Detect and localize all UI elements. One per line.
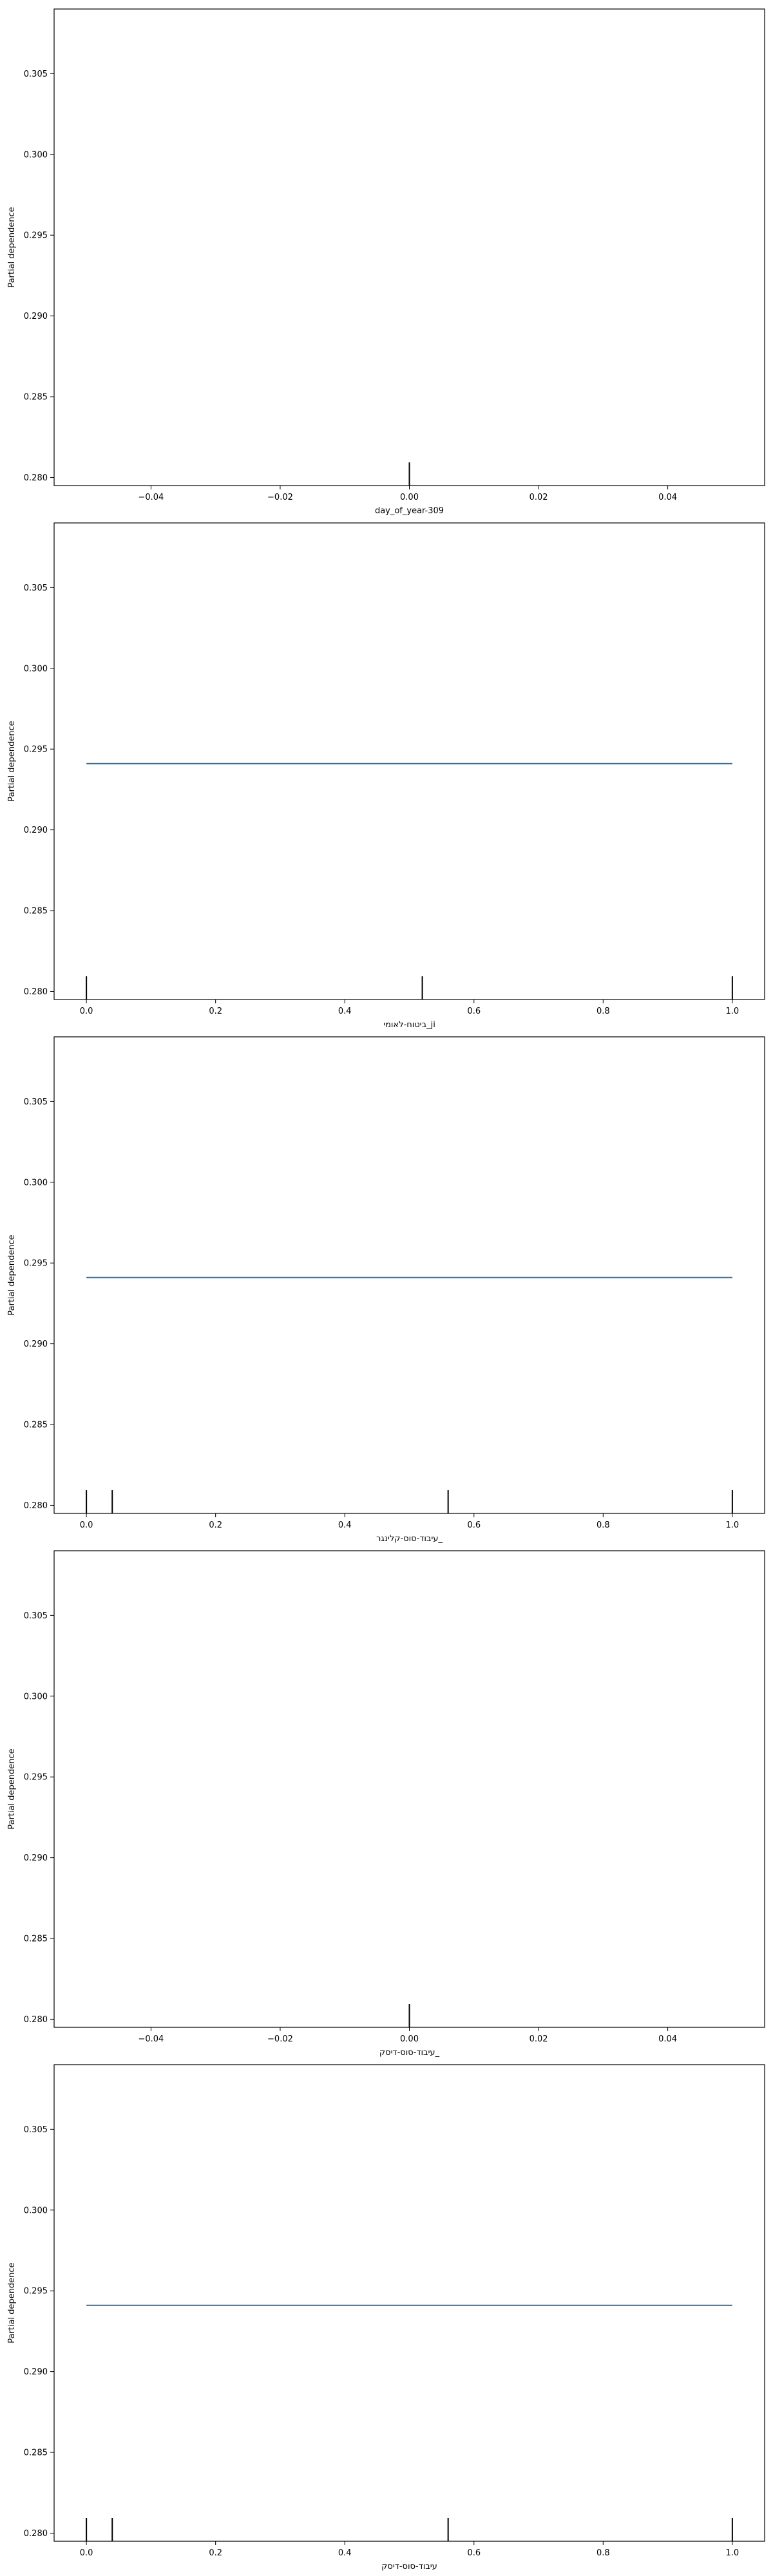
- y-tick-label: 0.280: [24, 2015, 48, 2025]
- x-tick-label: 0.6: [467, 2548, 481, 2558]
- x-tick-label: 0.8: [596, 1007, 610, 1016]
- x-axis-label: day_of_year-309: [375, 506, 444, 516]
- x-axis-label: עיבוד-סוס-קלינגר_: [376, 1534, 443, 1544]
- x-tick-label: 1.0: [726, 1520, 740, 1530]
- y-tick-label: 0.285: [24, 1421, 48, 1430]
- y-tick-label: 0.295: [24, 2287, 48, 2297]
- x-tick-label: 0.02: [530, 493, 548, 502]
- axes-frame: [53, 1036, 765, 1514]
- x-tick-label: 0.4: [338, 2548, 352, 2558]
- y-tick-label: 0.280: [24, 2529, 48, 2539]
- y-axis-label: Partial dependence: [7, 207, 17, 287]
- x-tick-label: 0.04: [658, 493, 677, 502]
- y-tick-label: 0.285: [24, 907, 48, 916]
- y-axis-label: Partial dependence: [7, 721, 17, 801]
- x-axis-label: עיבוד-סוס-דיסק: [381, 2562, 437, 2571]
- y-axis-label: Partial dependence: [7, 2262, 17, 2343]
- y-axis-label: Partial dependence: [7, 1235, 17, 1315]
- x-tick-label: 0.2: [209, 1007, 222, 1016]
- y-tick-label: 0.300: [24, 150, 48, 160]
- x-tick-label: −0.04: [138, 2034, 164, 2044]
- x-axis-label: עיבוד-סוס-דיסק_: [379, 2048, 440, 2058]
- y-tick-label: 0.290: [24, 312, 48, 321]
- y-tick-label: 0.290: [24, 1853, 48, 1863]
- x-tick-label: 0.8: [596, 2548, 610, 2558]
- x-tick-label: 0.00: [400, 493, 419, 502]
- y-tick-label: 0.280: [24, 473, 48, 483]
- y-tick-label: 0.305: [24, 583, 48, 593]
- y-tick-label: 0.280: [24, 987, 48, 997]
- y-tick-label: 0.300: [24, 1692, 48, 1701]
- x-tick-label: 1.0: [726, 1007, 740, 1016]
- pd-panel-3: 0.280 0.285 0.290 0.295 0.300 0.305 0.0 0.2 0.4 0…: [7, 1036, 765, 1544]
- y-tick-label: 0.305: [24, 70, 48, 79]
- x-tick-label: 0.04: [658, 2034, 677, 2044]
- x-tick-label: 0.0: [80, 1520, 93, 1530]
- x-axis-label: ביטוח-לאומי_ji: [383, 1020, 435, 1030]
- y-tick-label: 0.285: [24, 2448, 48, 2458]
- y-tick-label: 0.285: [24, 393, 48, 402]
- y-tick-label: 0.295: [24, 1773, 48, 1783]
- x-tick-label: 1.0: [726, 2548, 740, 2558]
- y-tick-label: 0.290: [24, 2367, 48, 2377]
- x-tick-label: 0.6: [467, 1007, 481, 1016]
- y-tick-label: 0.285: [24, 1935, 48, 1944]
- y-tick-label: 0.305: [24, 2125, 48, 2135]
- x-tick-label: −0.02: [267, 493, 293, 502]
- y-tick-label: 0.305: [24, 1611, 48, 1621]
- y-tick-label: 0.300: [24, 664, 48, 674]
- y-tick-label: 0.300: [24, 2206, 48, 2215]
- pd-panel-5: 0.280 0.285 0.290 0.295 0.300 0.305 0.0 0.2 0.4 0…: [7, 2064, 765, 2571]
- x-tick-label: 0.4: [338, 1007, 352, 1016]
- pd-panel-1: 0.280 0.285 0.290 0.295 0.300 0.305 −0.04 −0.02…: [7, 8, 765, 516]
- x-tick-label: 0.0: [80, 1007, 93, 1016]
- x-tick-label: 0.2: [209, 1520, 222, 1530]
- x-tick-label: 0.02: [530, 2034, 548, 2044]
- pd-panel-2: 0.280 0.285 0.290 0.295 0.300 0.305 0.0 0.2 0.4 0…: [7, 522, 765, 1030]
- y-tick-label: 0.295: [24, 745, 48, 755]
- x-tick-label: 0.0: [80, 2548, 93, 2558]
- y-tick-label: 0.300: [24, 1178, 48, 1188]
- x-tick-label: 0.6: [467, 1520, 481, 1530]
- pd-panel-4: 0.280 0.285 0.290 0.295 0.300 0.305 −0.04 −0.02…: [7, 1550, 765, 2058]
- x-tick-label: 0.4: [338, 1520, 352, 1530]
- y-axis-label: Partial dependence: [7, 1748, 17, 1829]
- y-tick-label: 0.295: [24, 231, 48, 241]
- axes-frame: [53, 522, 765, 1000]
- x-tick-label: 0.8: [596, 1520, 610, 1530]
- y-tick-label: 0.305: [24, 1097, 48, 1107]
- y-tick-label: 0.290: [24, 1340, 48, 1349]
- axes-frame: [53, 2064, 765, 2542]
- axes-frame: [53, 8, 765, 486]
- x-tick-label: −0.04: [138, 493, 164, 502]
- x-tick-label: −0.02: [267, 2034, 293, 2044]
- y-tick-label: 0.290: [24, 826, 48, 835]
- y-tick-label: 0.295: [24, 1259, 48, 1269]
- axes-frame: [53, 1550, 765, 2028]
- x-tick-label: 0.00: [400, 2034, 419, 2044]
- x-tick-label: 0.2: [209, 2548, 222, 2558]
- y-tick-label: 0.280: [24, 1501, 48, 1511]
